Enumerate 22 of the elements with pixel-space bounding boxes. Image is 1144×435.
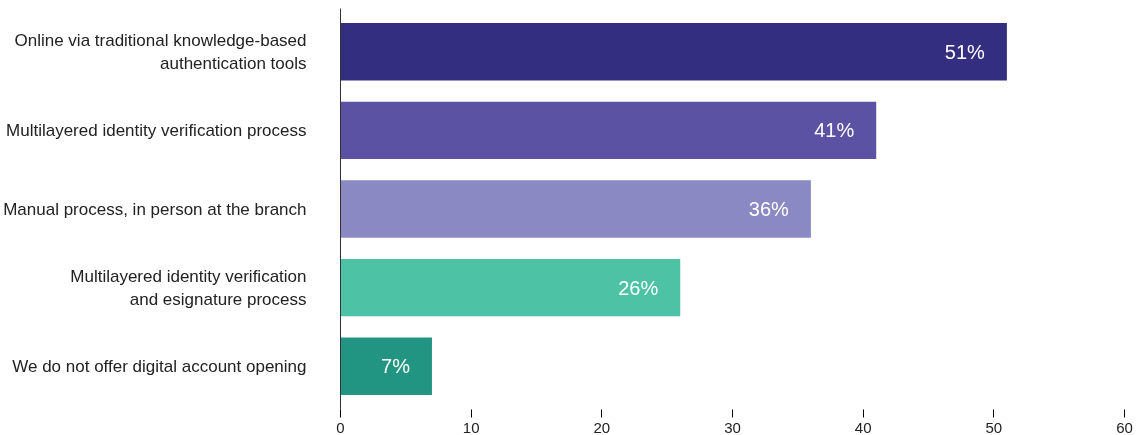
x-tick-label: 30 <box>724 418 741 435</box>
x-tick-label: 60 <box>1116 418 1133 435</box>
bar <box>340 23 1007 81</box>
bar <box>340 101 877 160</box>
data-label: 36% <box>748 198 790 220</box>
x-tick-label: 0 <box>336 418 345 435</box>
data-label: 41% <box>814 119 855 142</box>
bar <box>340 180 811 238</box>
x-tick-label: 50 <box>985 418 1003 435</box>
y-tick-label: Manual process, in person at the branch <box>3 199 307 219</box>
x-tick-label: 20 <box>593 418 611 435</box>
bar <box>340 337 432 395</box>
data-label: 26% <box>618 276 659 299</box>
y-tick-label: Multilayered identity verification and esignature process <box>70 266 307 309</box>
bar <box>340 258 681 317</box>
y-tick-label: We do not offer digital account opening <box>12 356 307 376</box>
x-tick-label: 10 <box>462 418 480 435</box>
y-tick-label: Online via traditional knowledge-based authentication tools <box>14 30 307 73</box>
data-label: 7% <box>381 355 411 378</box>
x-tick-label: 40 <box>854 418 872 435</box>
data-label: 51% <box>944 40 986 63</box>
y-tick-label: Multilayered identity verification process <box>6 120 307 140</box>
